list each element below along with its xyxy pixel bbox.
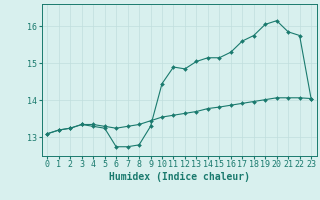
X-axis label: Humidex (Indice chaleur): Humidex (Indice chaleur): [109, 172, 250, 182]
